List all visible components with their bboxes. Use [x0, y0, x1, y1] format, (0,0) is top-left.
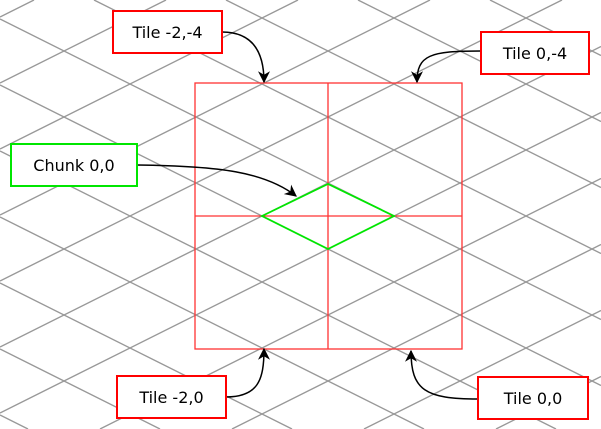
grid-line	[0, 111, 601, 414]
grid-line	[357, 0, 601, 123]
label-tile-0-0-text: Tile 0,0	[503, 389, 563, 408]
grid-line	[0, 414, 29, 429]
grid-line	[0, 0, 299, 150]
grid-line	[0, 150, 557, 429]
label-tile-0-m4-text: Tile 0,-4	[502, 44, 567, 63]
label-tile-0-0: Tile 0,0	[477, 376, 589, 420]
arrow-tile-0-0	[405, 349, 479, 400]
grid-line	[231, 243, 601, 429]
label-chunk-0-0: Chunk 0,0	[10, 143, 138, 187]
label-tile-m2-0-text: Tile -2,0	[138, 388, 203, 407]
grid-line	[0, 216, 425, 429]
chunk-diamond	[259, 182, 397, 251]
grid-line	[225, 0, 601, 189]
grid-line	[363, 309, 601, 429]
grid-line	[0, 18, 601, 321]
grid-line	[0, 0, 35, 18]
grid-line	[0, 0, 563, 282]
label-tile-m2-m4: Tile -2,-4	[112, 10, 223, 54]
label-tile-m2-0: Tile -2,0	[116, 375, 227, 419]
label-tile-0-m4: Tile 0,-4	[480, 31, 590, 75]
tile-grid	[194, 82, 463, 350]
arrow-tile-0-m4	[411, 50, 482, 84]
grid-line	[0, 282, 293, 429]
arrow-tile-m2-m4	[221, 31, 270, 84]
label-chunk-0-0-text: Chunk 0,0	[33, 156, 114, 175]
arrow-tile-m2-0	[225, 347, 270, 398]
arrow-chunk-0-0	[136, 164, 297, 197]
label-tile-m2-m4-text: Tile -2,-4	[131, 23, 202, 42]
